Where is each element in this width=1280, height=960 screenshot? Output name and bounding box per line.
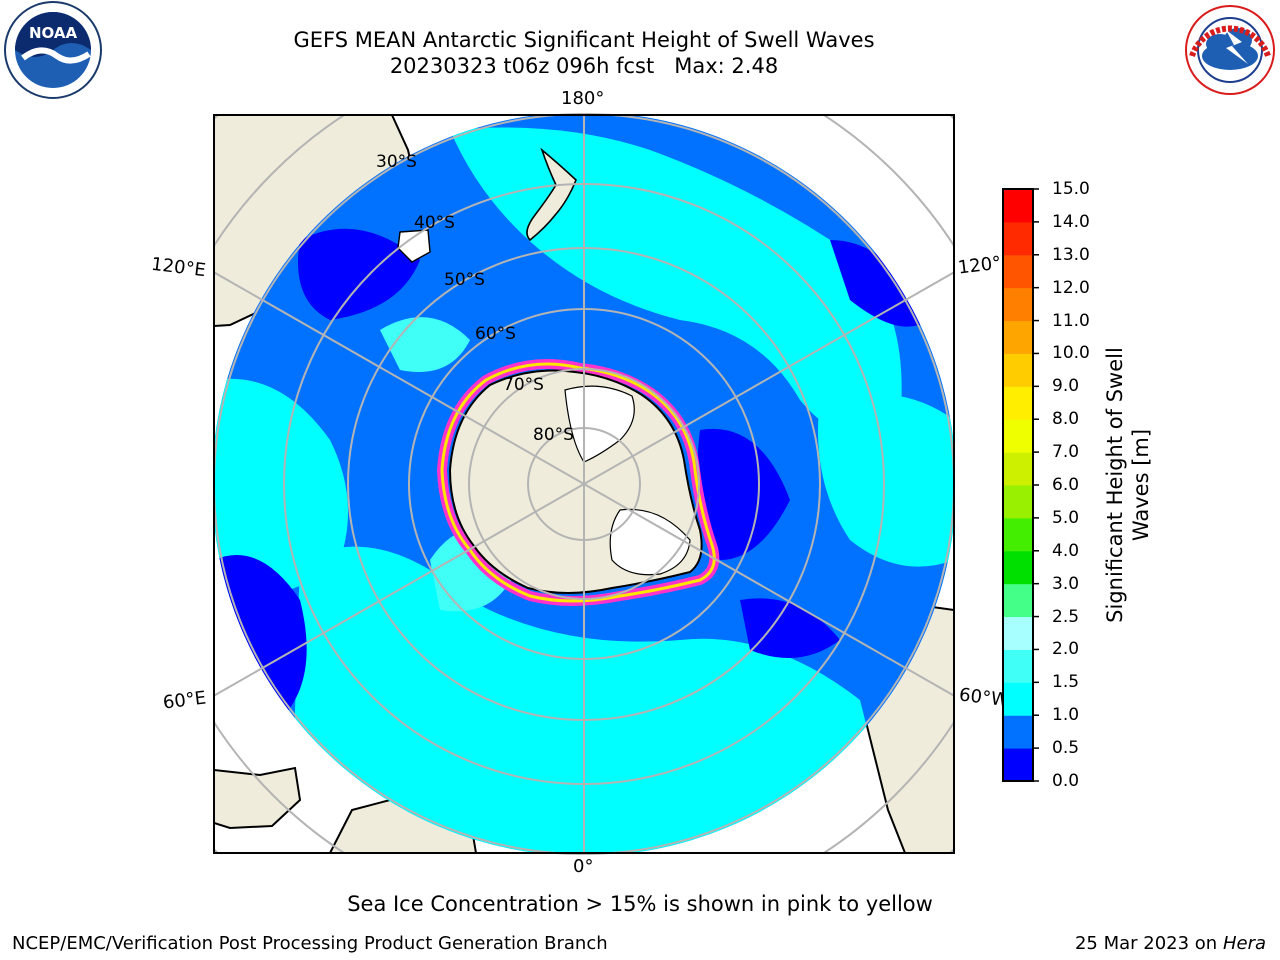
colorbar-segment — [1003, 715, 1033, 749]
lon-label-180: 180° — [561, 88, 605, 109]
sea-ice-edge-inner — [440, 362, 716, 603]
weddell-ice-shelf — [609, 508, 691, 576]
datestamp: 25 Mar 2023 on Hera — [1075, 933, 1266, 954]
colorbar-segment — [1003, 320, 1033, 354]
colorbar-tick-label: 1.5 — [1052, 672, 1080, 693]
figure-title: GEFS MEAN Antarctic Significant Height o… — [293, 28, 875, 52]
colorbar-tick-label: 10.0 — [1052, 343, 1090, 364]
colorbar-segment — [1003, 517, 1033, 552]
colorbar-segment — [1003, 550, 1033, 585]
colorbar-segment — [1003, 452, 1033, 486]
colorbar-segment — [1003, 583, 1033, 618]
colorbar-tick-label: 2.0 — [1052, 639, 1080, 660]
colorbar-tick-label: 11.0 — [1052, 310, 1090, 331]
datestamp-machine: Hera — [1222, 933, 1266, 954]
datestamp-date: 25 Mar 2023 on — [1074, 933, 1218, 954]
colorbar-segment — [1003, 616, 1033, 650]
colorbar-tick-label: 5.0 — [1052, 507, 1080, 528]
colorbar-segment — [1003, 254, 1033, 289]
max-value-label: Max: 2.48 — [674, 54, 779, 78]
colorbar — [1002, 188, 1039, 782]
colorbar-segment — [1003, 189, 1033, 223]
figure-subtitle: 20230323 t06z 096h fcst Max: 2.48 — [184, 54, 984, 79]
colorbar-tick-label: 12.0 — [1052, 277, 1090, 298]
nws-logo — [1185, 5, 1275, 95]
colorbar-segment — [1003, 287, 1033, 322]
forecast-run-label: 20230323 t06z 096h fcst — [389, 54, 655, 78]
colorbar-segment — [1003, 386, 1033, 420]
swell-band-indian — [214, 378, 348, 600]
colorbar-segment — [1003, 353, 1033, 387]
colorbar-tick-label: 0.0 — [1052, 771, 1080, 791]
noaa-logo: NOAA — [4, 1, 102, 99]
graticule — [213, 113, 955, 855]
lat-label-70s: 70°S — [503, 375, 544, 395]
colorbar-title: Significant Height of Swell Waves [m] — [1103, 347, 1153, 623]
swell-band-east-pacific — [818, 393, 954, 567]
colorbar-tick-label: 14.0 — [1052, 211, 1090, 232]
calm-region-drake — [697, 428, 790, 560]
colorbar-segment — [1003, 419, 1033, 453]
lat-label-60s: 60°S — [475, 324, 516, 344]
colorbar-tick-label: 6.0 — [1052, 475, 1080, 495]
lon-label-0: 0° — [573, 856, 594, 877]
colorbar-tick-label: 15.0 — [1052, 179, 1090, 199]
lat-label-30s: 30°S — [376, 152, 417, 172]
lat-label-50s: 50°S — [444, 270, 485, 290]
noaa-logo-text: NOAA — [29, 24, 78, 42]
sea-ice-caption: Sea Ice Concentration > 15% is shown in … — [347, 892, 933, 916]
map-frame — [213, 114, 955, 854]
swell-band-kerguelen — [380, 317, 470, 372]
colorbar-segment — [1003, 649, 1033, 683]
colorbar-tick-label: 1.0 — [1052, 705, 1080, 726]
swell-band-south-atlantic — [290, 546, 900, 853]
colorbar-tick-label: 3.0 — [1052, 573, 1080, 594]
calm-region-tasman — [298, 228, 420, 320]
colorbar-tick-label: 13.0 — [1052, 244, 1090, 265]
colorbar-tick-label: 2.5 — [1052, 606, 1080, 627]
colorbar-tick-label: 9.0 — [1052, 376, 1080, 397]
calm-region-south — [740, 598, 840, 658]
colorbar-segment — [1003, 748, 1033, 782]
colorbar-tick-label: 4.0 — [1052, 540, 1080, 561]
colorbar-segment — [1003, 485, 1033, 519]
colorbar-segment — [1003, 221, 1033, 256]
calm-region-east — [830, 240, 930, 327]
colorbar-tick-label: 0.5 — [1052, 738, 1080, 759]
colorbar-tick-label: 8.0 — [1052, 409, 1080, 430]
credit-line: NCEP/EMC/Verification Post Processing Pr… — [12, 933, 608, 954]
lat-label-80s: 80°S — [533, 425, 574, 445]
colorbar-segment — [1003, 682, 1033, 716]
colorbar-tick-label: 7.0 — [1052, 442, 1080, 463]
africa-land — [214, 766, 302, 830]
lat-label-40s: 40°S — [414, 213, 455, 233]
